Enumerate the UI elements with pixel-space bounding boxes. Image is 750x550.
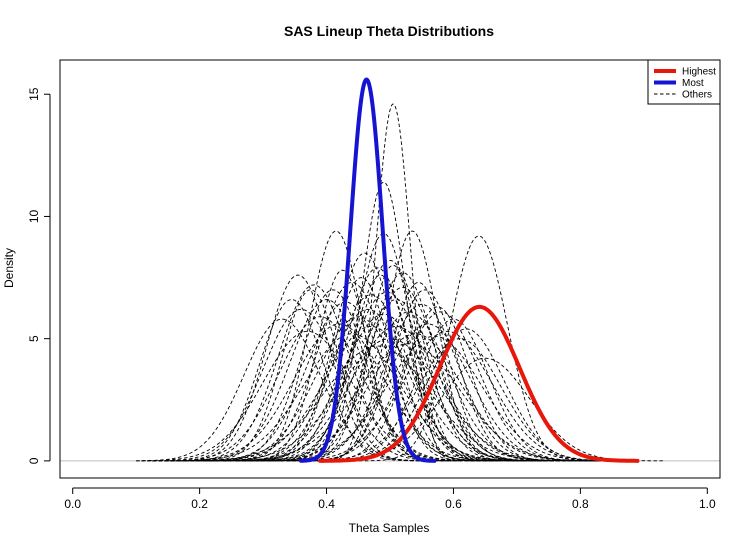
series-others-curve-35 [260,330,634,462]
series-others-curve-23 [185,316,532,462]
y-tick-label: 5 [27,335,41,342]
series-others-curve-46 [158,345,596,462]
series-others-curve-11 [244,267,511,462]
series-others-curve-34 [237,335,632,462]
series-others-curve-15 [185,301,506,462]
series-others-curve-44 [202,308,534,462]
x-tick-label: 0.8 [572,497,589,511]
series-others-curve-13 [205,281,499,462]
series-others-curve-49 [158,299,425,462]
series-others-curve-39 [241,277,482,462]
series-others-curve-8 [167,284,461,462]
plot-area [60,77,720,463]
series-highest-line [318,304,640,463]
series-others-curve-47 [286,338,634,462]
legend-label-others: Others [682,90,712,101]
series-others-curve-25 [243,311,575,462]
series-most-line [299,77,437,463]
x-tick-label: 0.0 [64,497,81,511]
chart-title: SAS Lineup Theta Distributions [284,23,494,39]
series-others-curve-28 [152,323,526,462]
series-others-curve-43 [226,291,547,462]
x-tick-label: 0.2 [191,497,208,511]
series-others-curve-16 [216,294,526,462]
plot-frame [59,59,721,479]
x-axis-label: Theta Samples [349,521,430,535]
series-others-curve-6 [358,235,599,462]
series-others-curve-45 [195,343,623,462]
x-tick-label: 0.6 [445,497,462,511]
series-others-curve-31 [223,333,608,462]
series-others-curve-22 [146,316,494,462]
series-others-curve-9 [236,252,493,462]
series-others-curve-53 [298,281,539,462]
x-tick-label: 0.4 [318,497,335,511]
series-others-curve-41 [256,286,550,462]
series-others-curve-10 [251,259,529,462]
series-others-curve-42 [291,289,559,462]
series-others-curve-19 [280,311,601,462]
series-others-curve-29 [179,325,563,462]
series-others-curve-37 [136,318,443,462]
y-axis-label: Density [2,248,16,288]
y-tick-label: 0 [27,457,41,464]
y-tick-label: 10 [27,209,41,223]
series-others-curve-3 [269,233,499,462]
series-others-curve-36 [136,330,495,462]
series-others-curve-54 [304,306,571,462]
series-others-curve-32 [152,333,552,462]
axes: 0.0 0.2 0.4 0.6 0.8 1.0 0 5 10 15 [27,59,721,511]
legend-label-highest: Highest [682,67,716,78]
y-tick-label: 15 [27,87,41,101]
legend-label-most: Most [682,78,704,89]
series-others-curve-38 [199,289,467,462]
series-others-curve-14 [171,299,482,462]
series-others-curve-21 [141,308,462,462]
x-tick-label: 1.0 [699,497,716,511]
